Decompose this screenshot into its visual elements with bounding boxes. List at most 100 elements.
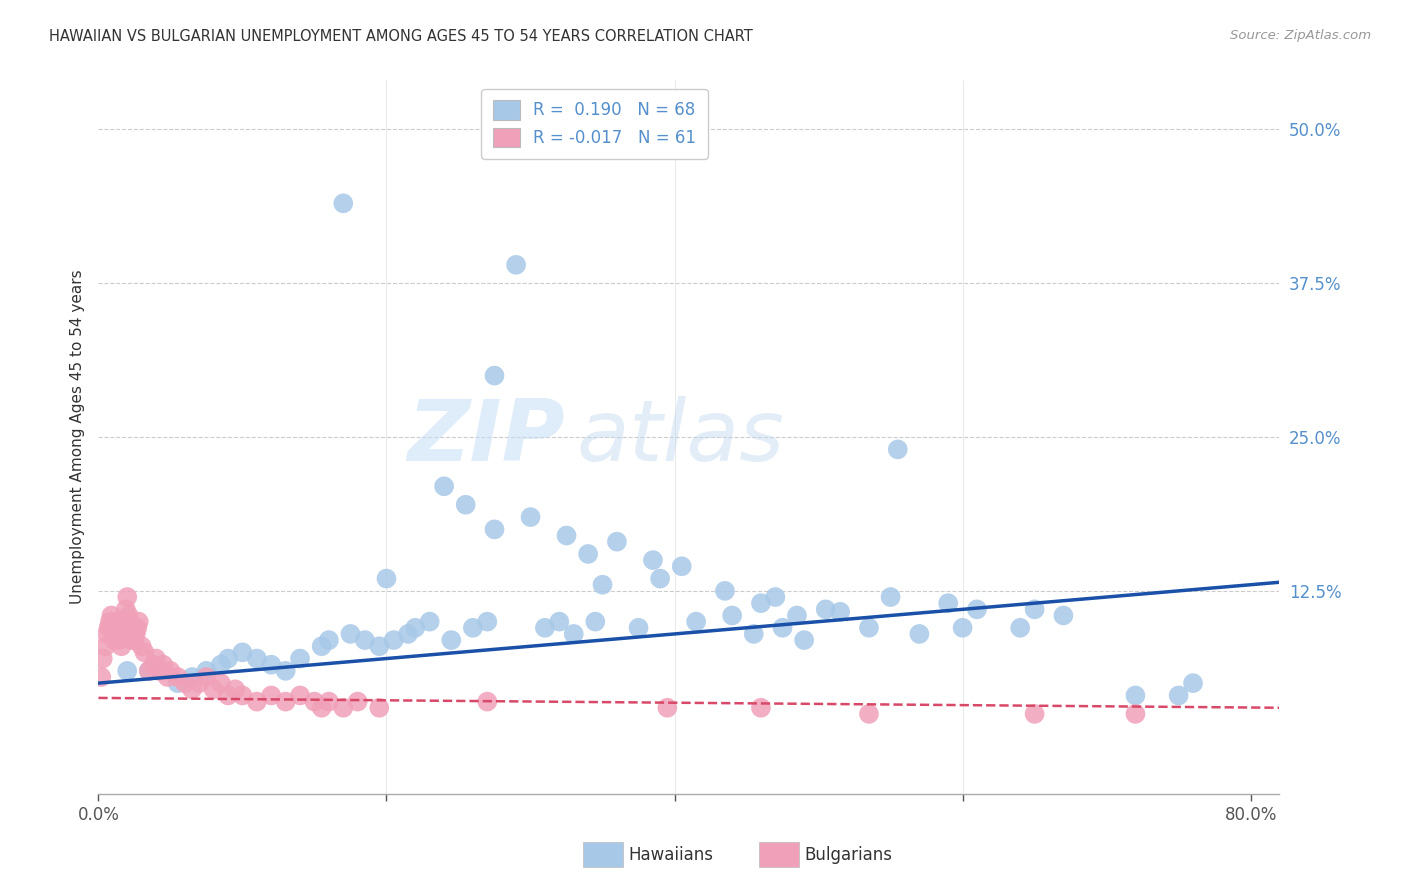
Point — [260, 689, 283, 703]
Point — [814, 602, 837, 616]
Point — [484, 522, 506, 536]
Point — [100, 608, 122, 623]
Point — [1125, 689, 1147, 703]
Point — [592, 578, 614, 592]
Point — [134, 645, 156, 659]
Point — [1024, 706, 1046, 721]
Point — [188, 676, 211, 690]
Point — [91, 651, 114, 665]
Point — [354, 633, 377, 648]
Point — [548, 615, 571, 629]
Point — [148, 664, 170, 678]
Point — [332, 700, 354, 714]
Point — [114, 602, 136, 616]
Point — [246, 695, 269, 709]
Text: atlas: atlas — [576, 395, 785, 479]
Point — [346, 695, 368, 709]
Point — [304, 695, 326, 709]
Point — [209, 657, 232, 672]
Point — [583, 615, 606, 629]
Point — [1010, 621, 1032, 635]
Point — [120, 621, 142, 635]
Point — [419, 615, 441, 629]
Point — [156, 670, 179, 684]
Point — [318, 633, 340, 648]
Point — [105, 615, 128, 629]
Point — [311, 639, 333, 653]
Point — [477, 615, 499, 629]
Point — [721, 608, 744, 623]
Point — [181, 670, 204, 684]
Point — [131, 639, 153, 653]
Point — [952, 621, 974, 635]
Point — [772, 621, 794, 635]
Point — [288, 689, 311, 703]
Point — [404, 621, 426, 635]
Point — [246, 651, 269, 665]
Point — [749, 700, 772, 714]
Y-axis label: Unemployment Among Ages 45 to 54 years: Unemployment Among Ages 45 to 54 years — [69, 269, 84, 605]
Point — [534, 621, 557, 635]
Point — [763, 590, 786, 604]
Point — [107, 633, 129, 648]
Point — [125, 627, 148, 641]
Point — [90, 670, 112, 684]
Point — [112, 615, 135, 629]
Point — [110, 639, 132, 653]
Point — [128, 615, 150, 629]
Point — [209, 676, 232, 690]
Point — [288, 651, 311, 665]
Point — [101, 621, 124, 635]
Point — [368, 700, 391, 714]
Point — [461, 621, 484, 635]
Point — [260, 657, 283, 672]
Point — [1125, 706, 1147, 721]
Point — [749, 596, 772, 610]
Point — [650, 572, 672, 586]
Point — [145, 651, 167, 665]
Point — [562, 627, 585, 641]
Point — [627, 621, 650, 635]
Point — [127, 621, 149, 635]
Point — [195, 664, 218, 678]
Point — [382, 633, 405, 648]
Text: ZIP: ZIP — [408, 395, 565, 479]
Point — [108, 621, 131, 635]
Text: Source: ZipAtlas.com: Source: ZipAtlas.com — [1230, 29, 1371, 42]
Point — [793, 633, 815, 648]
Point — [641, 553, 664, 567]
Point — [606, 534, 628, 549]
Point — [118, 608, 141, 623]
Text: Bulgarians: Bulgarians — [804, 846, 893, 863]
Point — [714, 583, 737, 598]
Point — [657, 700, 679, 714]
Point — [115, 664, 138, 678]
Point — [195, 670, 218, 684]
Point — [103, 633, 125, 648]
Point — [98, 615, 121, 629]
Point — [454, 498, 477, 512]
Point — [505, 258, 527, 272]
Point — [152, 657, 174, 672]
Text: Hawaiians: Hawaiians — [628, 846, 713, 863]
Point — [318, 695, 340, 709]
Point — [396, 627, 419, 641]
Point — [122, 621, 145, 635]
Point — [142, 657, 165, 672]
Point — [671, 559, 693, 574]
Point — [1024, 602, 1046, 616]
Point — [339, 627, 361, 641]
Point — [375, 572, 398, 586]
Point — [786, 608, 808, 623]
Point — [166, 670, 188, 684]
Point — [181, 682, 204, 697]
Point — [311, 700, 333, 714]
Point — [173, 676, 195, 690]
Point — [1052, 608, 1074, 623]
Point — [477, 695, 499, 709]
Point — [858, 621, 880, 635]
Point — [433, 479, 456, 493]
Point — [138, 664, 160, 678]
Point — [124, 633, 146, 648]
Point — [111, 627, 134, 641]
